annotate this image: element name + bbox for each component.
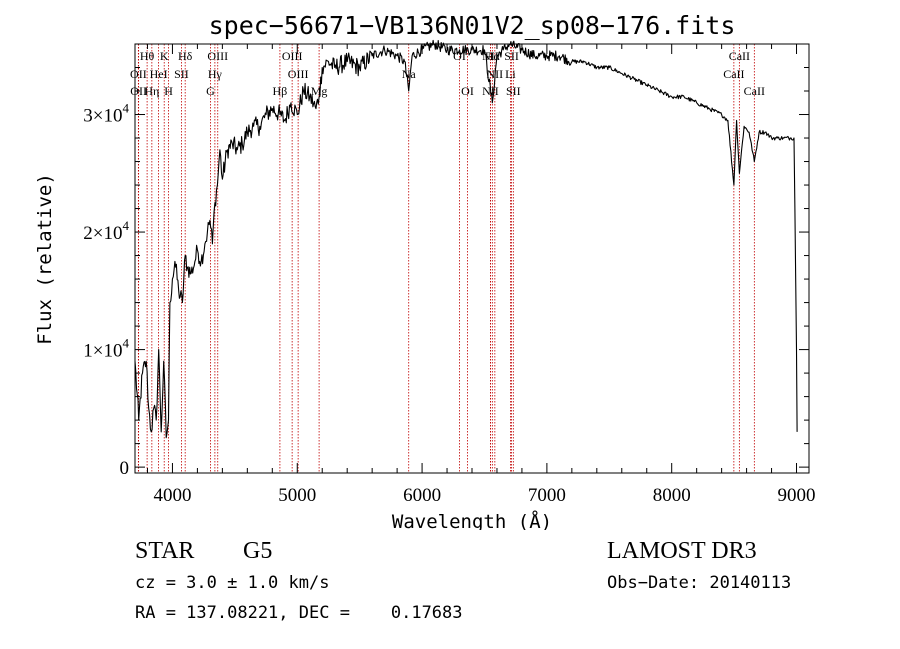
- line-marker-label-13: Hγ: [208, 67, 223, 81]
- chart-title: spec−56671−VB136N01V2_sp08−176.fits: [209, 11, 736, 40]
- line-markers: [137, 44, 755, 473]
- line-marker-label-15: Na: [402, 67, 417, 81]
- y-tick-label: 3×104: [83, 101, 129, 127]
- line-marker-label-9: CaII: [729, 49, 750, 63]
- line-marker-label-17: Li: [505, 67, 516, 81]
- y-tick-label: 1×104: [83, 336, 129, 362]
- y-tick-label: 2×104: [83, 218, 129, 244]
- line-marker-label-23: Hβ: [273, 84, 288, 98]
- object-subclass: G5: [243, 538, 273, 564]
- x-axis-label: Wavelength (Å): [392, 510, 552, 530]
- line-marker-label-4: OIII: [282, 49, 303, 63]
- spectrum-chart: spec−56671−VB136N01V2_sp08−176.fits Hθ K H…: [34, 11, 816, 530]
- line-marker-label-7: Hα: [485, 49, 501, 63]
- line-marker-label-28: CaII: [744, 84, 765, 98]
- line-marker-label-8: SII: [504, 49, 519, 63]
- line-marker-label-24: Mg: [311, 84, 328, 98]
- line-marker-label-25: OI: [461, 84, 474, 98]
- object-class: STAR: [135, 538, 195, 564]
- redshift-velocity: cz = 3.0 ± 1.0 km/s: [135, 573, 330, 593]
- observation-date: Obs−Date: 20140113: [607, 573, 792, 593]
- x-tick-label: 5000: [278, 485, 316, 506]
- x-tick-label: 6000: [403, 485, 441, 506]
- line-marker-label-14: OIII: [288, 67, 309, 81]
- line-marker-label-21: H: [164, 84, 173, 98]
- y-tick-label: 0: [120, 458, 130, 479]
- line-marker-label-18: CaII: [723, 67, 744, 81]
- line-marker-label-10: OII: [130, 67, 147, 81]
- x-tick-label: 9000: [778, 485, 816, 506]
- line-marker-label-11: HeI: [150, 67, 168, 81]
- coordinates: RA = 137.08221, DEC = 0.17683: [135, 603, 463, 623]
- line-marker-label-20: Hη: [144, 84, 159, 98]
- x-axis: 4000 5000 6000 7000 8000 9000: [146, 44, 816, 506]
- y-axis: 0 1×104 2×104 3×104: [83, 67, 809, 479]
- x-tick-label: 8000: [653, 485, 691, 506]
- line-marker-label-0: Hθ: [140, 49, 155, 63]
- line-marker-label-27: SII: [506, 84, 521, 98]
- line-marker-label-3: OIII: [207, 49, 228, 63]
- survey-name: LAMOST DR3: [607, 538, 757, 564]
- line-marker-label-2: Hδ: [178, 49, 193, 63]
- line-marker-label-1: K: [160, 49, 169, 63]
- x-tick-label: 7000: [528, 485, 566, 506]
- line-marker-label-22: G: [206, 84, 215, 98]
- spectrum-series: [134, 39, 798, 439]
- line-marker-label-12: SII: [174, 67, 189, 81]
- y-axis-label: Flux (relative): [34, 173, 56, 345]
- x-tick-label: 4000: [153, 485, 191, 506]
